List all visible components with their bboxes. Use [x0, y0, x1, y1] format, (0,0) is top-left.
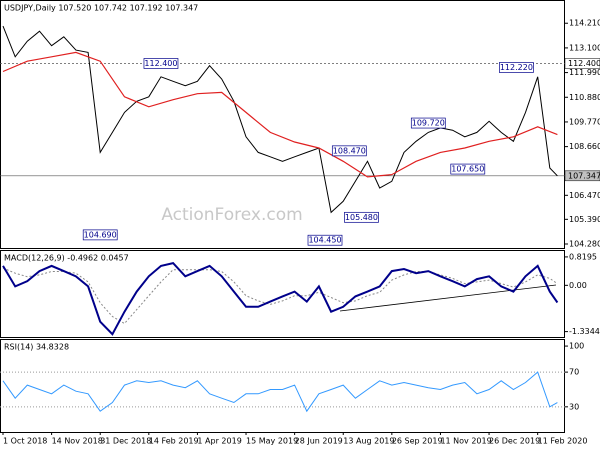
annotation-box — [82, 229, 118, 241]
y-tick-label: 114.210 — [569, 19, 600, 28]
x-tick-label: 28 Jun 2019 — [295, 437, 343, 446]
annotation-box — [331, 145, 367, 157]
y-tick-label: 70 — [569, 368, 579, 377]
x-tick-label: 26 Sep 2019 — [392, 437, 443, 446]
annotation-box — [307, 234, 343, 246]
annotation-label: 104.450 — [308, 236, 341, 245]
annotation-box — [499, 62, 534, 73]
annotation-label: 108.470 — [333, 146, 366, 155]
series-line — [2, 267, 558, 325]
series-line — [2, 261, 559, 336]
y-tick-label: 109.770 — [569, 117, 600, 126]
annotation-box — [344, 211, 379, 223]
annotation-label: 105.480 — [345, 213, 378, 222]
annotation-box — [143, 58, 179, 69]
y-tick-label: 105.390 — [569, 215, 600, 224]
y-tick-label: 30 — [569, 402, 579, 411]
annotation-label: 112.400 — [144, 59, 177, 68]
annotation-box — [410, 117, 446, 129]
series-line — [2, 25, 558, 214]
annotation-label: 112.220 — [500, 63, 533, 72]
price-tag — [564, 58, 600, 69]
annotation-label: 104.690 — [84, 230, 117, 239]
panel-title: USDJPY,Daily 107.520 107.742 107.192 107… — [4, 4, 198, 13]
series-line — [2, 51, 558, 178]
series-line — [2, 371, 558, 413]
x-tick-label: 15 May 2019 — [246, 437, 298, 446]
price-tag-label: 112.400 — [568, 59, 600, 68]
x-tick-label: 14 Nov 2018 — [52, 437, 103, 446]
trend-line — [339, 284, 557, 312]
macd-frame — [0, 250, 565, 338]
x-tick-label: 1 Oct 2018 — [3, 437, 47, 446]
y-tick-label: 104.280 — [569, 239, 600, 248]
panel-title: MACD(12,26,9) -0.4962 0.0457 — [4, 254, 129, 263]
watermark: ActionForex.com — [161, 205, 302, 225]
y-tick-label: 0.8195 — [569, 252, 597, 261]
y-tick-label: 110.880 — [569, 93, 600, 102]
rsi-frame — [0, 339, 565, 433]
y-tick-label: 100 — [569, 342, 584, 351]
x-tick-label: 11 Feb 2020 — [538, 437, 588, 446]
y-tick-label: -1.3344 — [569, 327, 600, 336]
annotation-box — [450, 163, 486, 175]
x-tick-label: 11 Nov 2019 — [440, 437, 491, 446]
x-tick-label: 13 Aug 2019 — [343, 437, 394, 446]
annotation-label: 109.720 — [412, 119, 445, 128]
y-tick-label: 0.00 — [569, 281, 587, 290]
price-tag — [564, 170, 600, 182]
price-frame — [0, 0, 565, 249]
y-tick-label: 108.660 — [569, 142, 600, 151]
x-tick-label: 14 Feb 2019 — [149, 437, 199, 446]
annotation-label: 107.650 — [451, 165, 484, 174]
x-tick-label: 31 Dec 2018 — [100, 437, 151, 446]
x-tick-label: 1 Apr 2019 — [197, 437, 241, 446]
y-tick-label: 113.100 — [569, 43, 600, 52]
y-tick-label: 106.470 — [569, 191, 600, 200]
y-tick-label: 111.990 — [569, 68, 600, 77]
panel-title: RSI(14) 34.8328 — [4, 343, 69, 352]
price-tag-label: 107.347 — [568, 171, 600, 180]
x-tick-label: 26 Dec 2019 — [489, 437, 540, 446]
